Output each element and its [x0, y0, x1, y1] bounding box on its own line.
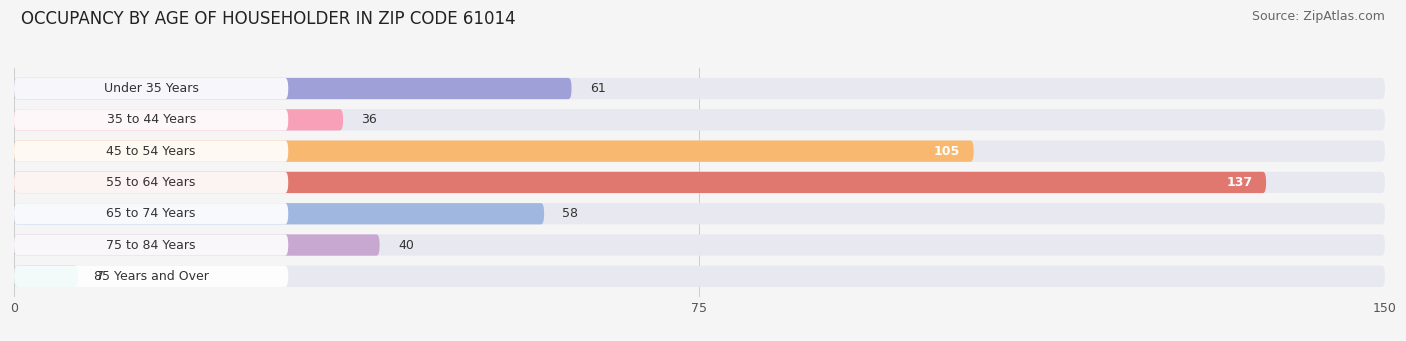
FancyBboxPatch shape [14, 109, 1385, 131]
Text: 105: 105 [934, 145, 960, 158]
Text: 75 to 84 Years: 75 to 84 Years [107, 239, 195, 252]
FancyBboxPatch shape [14, 172, 1385, 193]
FancyBboxPatch shape [14, 266, 79, 287]
FancyBboxPatch shape [14, 140, 974, 162]
Text: 137: 137 [1226, 176, 1253, 189]
FancyBboxPatch shape [14, 78, 571, 99]
Text: 85 Years and Over: 85 Years and Over [94, 270, 208, 283]
Text: 61: 61 [591, 82, 606, 95]
Text: Source: ZipAtlas.com: Source: ZipAtlas.com [1251, 10, 1385, 23]
FancyBboxPatch shape [14, 172, 288, 193]
FancyBboxPatch shape [14, 234, 380, 256]
FancyBboxPatch shape [14, 78, 288, 99]
FancyBboxPatch shape [14, 203, 544, 224]
Text: 35 to 44 Years: 35 to 44 Years [107, 113, 195, 126]
FancyBboxPatch shape [14, 140, 288, 162]
FancyBboxPatch shape [14, 234, 1385, 256]
FancyBboxPatch shape [14, 203, 288, 224]
FancyBboxPatch shape [14, 78, 1385, 99]
Text: 65 to 74 Years: 65 to 74 Years [107, 207, 195, 220]
FancyBboxPatch shape [14, 109, 343, 131]
Text: OCCUPANCY BY AGE OF HOUSEHOLDER IN ZIP CODE 61014: OCCUPANCY BY AGE OF HOUSEHOLDER IN ZIP C… [21, 10, 516, 28]
FancyBboxPatch shape [14, 266, 1385, 287]
FancyBboxPatch shape [14, 203, 1385, 224]
Text: Under 35 Years: Under 35 Years [104, 82, 198, 95]
Text: 58: 58 [562, 207, 578, 220]
Text: 40: 40 [398, 239, 413, 252]
FancyBboxPatch shape [14, 109, 288, 131]
Text: 45 to 54 Years: 45 to 54 Years [107, 145, 195, 158]
FancyBboxPatch shape [14, 234, 288, 256]
FancyBboxPatch shape [14, 172, 1267, 193]
Text: 7: 7 [96, 270, 104, 283]
Text: 36: 36 [361, 113, 377, 126]
FancyBboxPatch shape [14, 140, 1385, 162]
FancyBboxPatch shape [14, 266, 288, 287]
Text: 55 to 64 Years: 55 to 64 Years [107, 176, 195, 189]
